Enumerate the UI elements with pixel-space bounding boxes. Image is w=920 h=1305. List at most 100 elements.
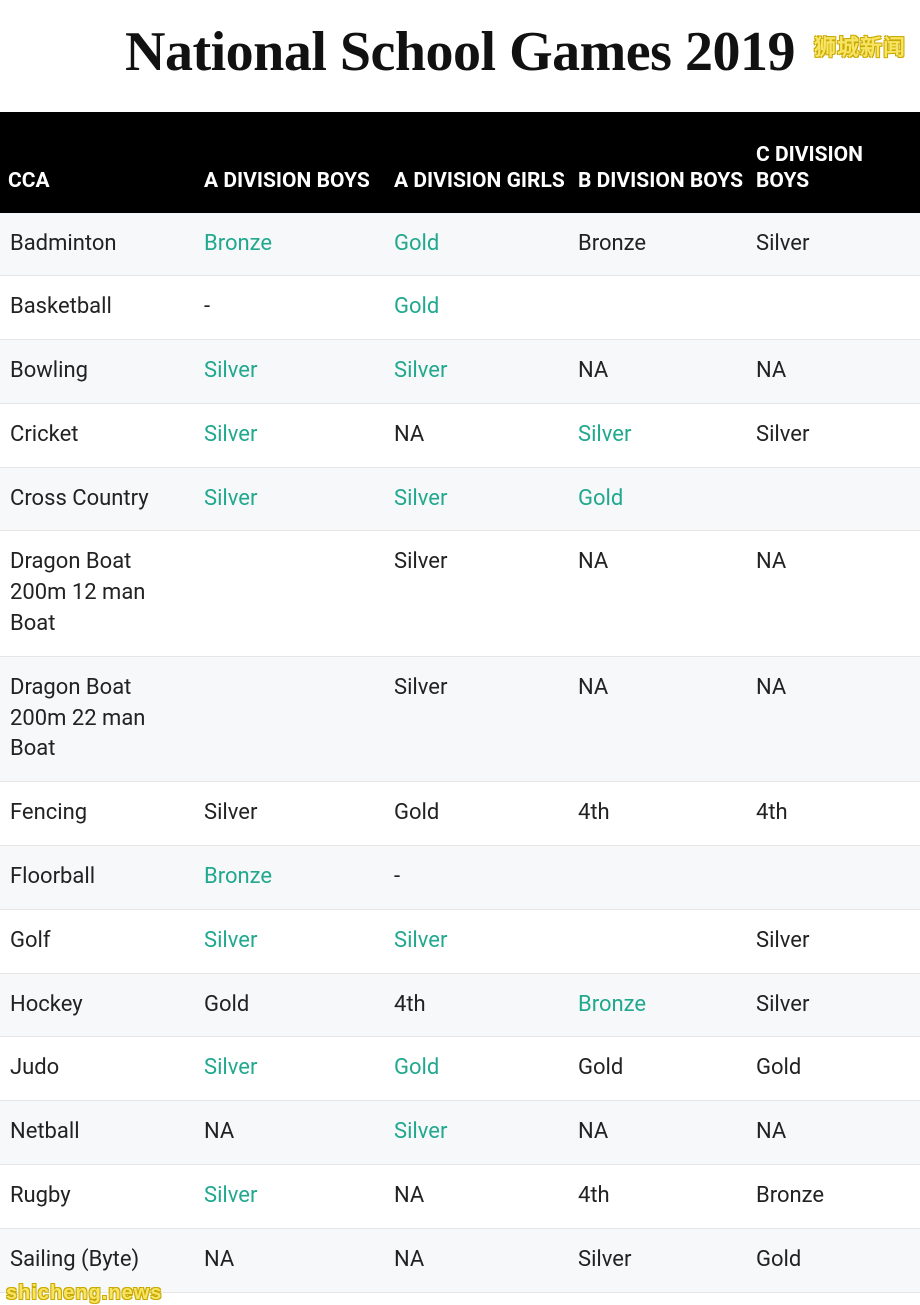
cell-a-girls: NA (388, 1228, 572, 1292)
cell-b-boys: 4th (572, 1165, 750, 1229)
cell-b-boys: Bronze (572, 973, 750, 1037)
results-table: CCA A DIVISION BOYS A DIVISION GIRLS B D… (0, 112, 920, 1293)
cell-a-girls: Silver (388, 340, 572, 404)
cell-cca: Netball (0, 1101, 198, 1165)
cell-b-boys (572, 909, 750, 973)
cell-a-girls: Silver (388, 656, 572, 781)
cell-c-boys: 4th (750, 782, 920, 846)
table-row: Cross CountrySilverSilverGold (0, 467, 920, 531)
cell-cca: Bowling (0, 340, 198, 404)
cell-cca: Hockey (0, 973, 198, 1037)
cell-cca: Rugby (0, 1165, 198, 1229)
cell-b-boys: Gold (572, 467, 750, 531)
cell-a-girls: Silver (388, 531, 572, 656)
cell-c-boys: Gold (750, 1228, 920, 1292)
cell-a-girls: Gold (388, 1037, 572, 1101)
cell-c-boys: NA (750, 531, 920, 656)
cell-a-girls: Silver (388, 1101, 572, 1165)
cell-b-boys: Silver (572, 403, 750, 467)
cell-a-boys: NA (198, 1228, 388, 1292)
cell-c-boys: Silver (750, 403, 920, 467)
table-row: Basketball - Gold (0, 276, 920, 340)
col-header-a-girls: A DIVISION GIRLS (388, 112, 572, 213)
col-header-c-boys: C DIVISION BOYS (750, 112, 920, 213)
table-row: Dragon Boat 200m 12 man BoatSilverNANA (0, 531, 920, 656)
cell-a-girls: Gold (388, 276, 572, 340)
cell-b-boys: Bronze (572, 213, 750, 276)
cell-b-boys: 4th (572, 782, 750, 846)
cell-c-boys: NA (750, 1101, 920, 1165)
cell-a-boys (198, 531, 388, 656)
cell-a-boys: Silver (198, 1165, 388, 1229)
cell-a-girls: Silver (388, 467, 572, 531)
cell-cca: Badminton (0, 213, 198, 276)
cell-b-boys: Gold (572, 1037, 750, 1101)
cell-a-boys: Silver (198, 1037, 388, 1101)
cell-c-boys: NA (750, 340, 920, 404)
watermark-badge: 狮城新闻 (814, 30, 906, 62)
cell-cca: Floorball (0, 846, 198, 910)
table-head: CCA A DIVISION BOYS A DIVISION GIRLS B D… (0, 112, 920, 213)
cell-a-boys: Silver (198, 403, 388, 467)
cell-cca: Judo (0, 1037, 198, 1101)
cell-a-boys: - (198, 276, 388, 340)
table-row: CricketSilverNASilver Silver (0, 403, 920, 467)
cell-a-boys: Silver (198, 467, 388, 531)
cell-b-boys: NA (572, 531, 750, 656)
cell-a-boys: Silver (198, 782, 388, 846)
cell-a-boys (198, 656, 388, 781)
cell-a-boys: Silver (198, 340, 388, 404)
table-row: FencingSilverGold 4th 4th (0, 782, 920, 846)
table-row: BowlingSilverSilverNANA (0, 340, 920, 404)
cell-cca: Golf (0, 909, 198, 973)
cell-a-girls: Silver (388, 909, 572, 973)
table-row: RugbySilverNA 4th Bronze (0, 1165, 920, 1229)
cell-c-boys: Silver (750, 213, 920, 276)
cell-cca: Dragon Boat 200m 22 man Boat (0, 656, 198, 781)
cell-b-boys: NA (572, 340, 750, 404)
col-header-a-boys: A DIVISION BOYS (198, 112, 388, 213)
table-row: HockeyGold 4thBronzeSilver (0, 973, 920, 1037)
table-row: BadmintonBronzeGold Bronze Silver (0, 213, 920, 276)
cell-cca: Basketball (0, 276, 198, 340)
cell-b-boys: Silver (572, 1228, 750, 1292)
cell-a-girls: NA (388, 403, 572, 467)
cell-a-boys: Gold (198, 973, 388, 1037)
table-row: JudoSilverGold GoldGold (0, 1037, 920, 1101)
cell-a-girls: Gold (388, 213, 572, 276)
table-row: NetballNASilverNANA (0, 1101, 920, 1165)
cell-c-boys: Silver (750, 909, 920, 973)
col-header-cca: CCA (0, 112, 198, 213)
cell-b-boys: NA (572, 1101, 750, 1165)
cell-a-girls: NA (388, 1165, 572, 1229)
cell-a-boys: Bronze (198, 846, 388, 910)
cell-c-boys: Gold (750, 1037, 920, 1101)
header: National School Games 2019 狮城新闻 (0, 0, 920, 112)
watermark-footer: shicheng.news (6, 1282, 162, 1305)
cell-b-boys (572, 846, 750, 910)
cell-c-boys (750, 467, 920, 531)
col-header-b-boys: B DIVISION BOYS (572, 112, 750, 213)
cell-b-boys (572, 276, 750, 340)
table-row: FloorballBronze - (0, 846, 920, 910)
cell-a-girls: 4th (388, 973, 572, 1037)
cell-cca: Fencing (0, 782, 198, 846)
table-row: Dragon Boat 200m 22 man BoatSilverNANA (0, 656, 920, 781)
cell-c-boys: Bronze (750, 1165, 920, 1229)
table-body: BadmintonBronzeGold Bronze SilverBasketb… (0, 213, 920, 1293)
cell-c-boys (750, 276, 920, 340)
cell-a-girls: Gold (388, 782, 572, 846)
cell-a-boys: Silver (198, 909, 388, 973)
cell-c-boys: NA (750, 656, 920, 781)
cell-cca: Dragon Boat 200m 12 man Boat (0, 531, 198, 656)
cell-a-boys: NA (198, 1101, 388, 1165)
cell-c-boys (750, 846, 920, 910)
page-title: National School Games 2019 (125, 20, 795, 84)
cell-cca: Cricket (0, 403, 198, 467)
cell-cca: Cross Country (0, 467, 198, 531)
table-row: GolfSilverSilverSilver (0, 909, 920, 973)
cell-a-girls: - (388, 846, 572, 910)
cell-c-boys: Silver (750, 973, 920, 1037)
cell-b-boys: NA (572, 656, 750, 781)
cell-a-boys: Bronze (198, 213, 388, 276)
